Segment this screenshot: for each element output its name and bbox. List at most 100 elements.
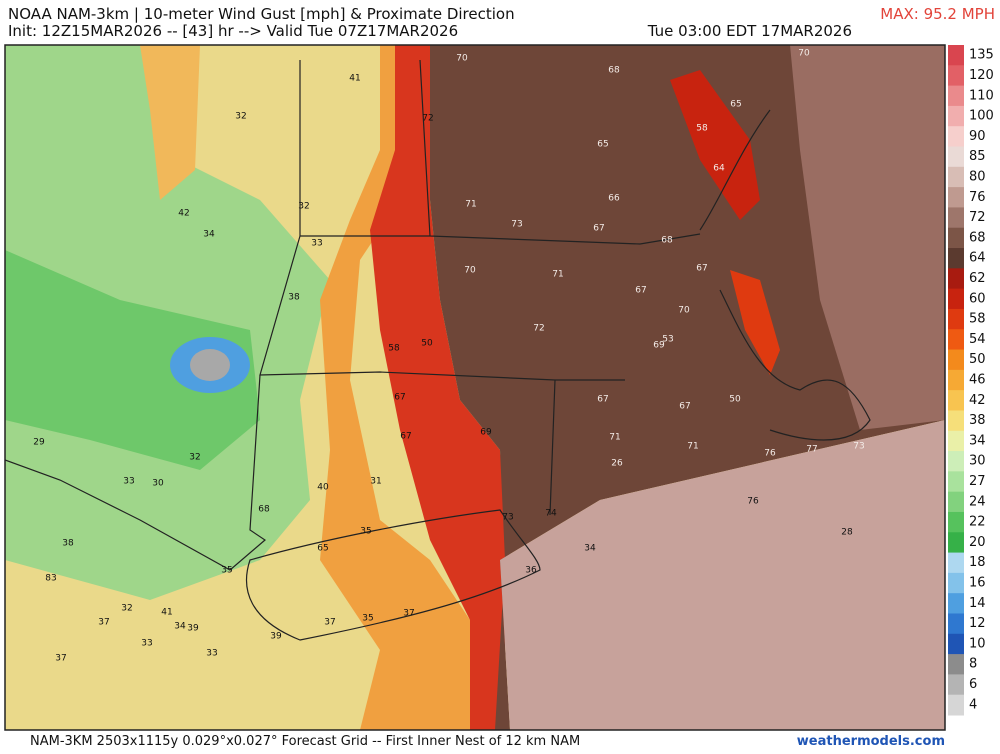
map-value-label: 73 — [502, 513, 513, 523]
gust-area-darkgreen — [5, 250, 260, 470]
colorbar-label: 68 — [969, 230, 986, 245]
map-value-label: 69 — [653, 341, 665, 351]
map-value-label: 33 — [141, 639, 152, 649]
colorbar-swatch — [948, 694, 964, 716]
map-value-label: 50 — [421, 339, 433, 349]
map-value-label: 37 — [55, 654, 66, 664]
colorbar-label: 18 — [969, 555, 986, 570]
map-value-label: 72 — [422, 114, 433, 124]
map-value-label: 37 — [98, 618, 109, 628]
colorbar-swatch — [948, 126, 964, 148]
map-value-label: 76 — [747, 497, 759, 507]
map-value-label: 67 — [400, 432, 411, 442]
colorbar-label: 12 — [969, 616, 986, 631]
map-value-label: 31 — [370, 477, 381, 487]
map-value-label: 35 — [362, 614, 373, 624]
colorbar-label: 110 — [969, 88, 994, 103]
gust-area-red — [370, 45, 510, 730]
colorbar-label: 30 — [969, 454, 986, 469]
map-value-label: 70 — [798, 49, 810, 59]
map-value-label: 32 — [121, 604, 132, 614]
map-value-label: 30 — [152, 479, 164, 489]
colorbar-label: 27 — [969, 474, 986, 489]
colorbar-swatch — [948, 146, 964, 168]
colorbar-swatch — [948, 552, 964, 574]
colorbar-label: 46 — [969, 373, 986, 388]
map-value-label: 37 — [403, 609, 414, 619]
map-value-label: 68 — [258, 505, 270, 515]
colorbar-swatch — [948, 248, 964, 269]
map-value-label: 41 — [161, 608, 172, 618]
colorbar-swatch — [948, 613, 964, 635]
map-value-label: 34 — [174, 622, 186, 632]
map-value-label: 37 — [324, 618, 335, 628]
map-value-label: 73 — [511, 220, 522, 230]
map-value-label: 74 — [545, 509, 557, 519]
map-frame — [4, 44, 946, 731]
colorbar-label: 90 — [969, 129, 986, 144]
map-value-label: 38 — [288, 293, 300, 303]
colorbar-label: 80 — [969, 169, 986, 184]
colorbar-swatch — [948, 268, 964, 290]
gust-area-orange-north — [140, 45, 200, 200]
colorbar-label: 24 — [969, 494, 986, 509]
map-value-label: 70 — [464, 266, 476, 276]
colorbar-swatch — [948, 166, 964, 188]
colorbar-swatch — [948, 572, 964, 594]
map-value-label: 83 — [45, 574, 56, 584]
colorbar-swatch — [948, 227, 964, 249]
colorbar-label: 4 — [969, 697, 977, 712]
map-labels: 41 32 32 42 34 33 38 70 72 68 70 65 58 65 64 71 73 66 67 68… — [33, 49, 864, 664]
colorbar-label: 38 — [969, 413, 986, 428]
map-value-label: 68 — [608, 66, 620, 76]
colorbar-label: 14 — [969, 596, 986, 611]
colorbar-swatch — [948, 207, 964, 229]
colorbar-label: 42 — [969, 393, 986, 408]
colorbar-swatch — [948, 451, 964, 472]
map-value-label: 41 — [349, 74, 360, 84]
map-value-label: 72 — [533, 324, 544, 334]
map-value-label: 71 — [465, 200, 476, 210]
map-value-label: 58 — [696, 124, 708, 134]
colorbar-swatch — [948, 349, 964, 371]
map-value-label: 70 — [678, 306, 690, 316]
colorbar-swatch — [948, 593, 964, 614]
map-value-label: 58 — [388, 344, 400, 354]
state-borders — [5, 59, 871, 641]
map-value-label: 65 — [597, 140, 608, 150]
colorbar-swatch — [948, 410, 964, 432]
map-value-label: 53 — [662, 335, 673, 345]
gust-area-red-cape — [730, 270, 780, 375]
map-value-label: 33 — [123, 477, 134, 487]
colorbar-label: 72 — [969, 210, 986, 225]
map-value-label: 33 — [311, 239, 322, 249]
map-value-label: 65 — [317, 544, 328, 554]
map-value-label: 32 — [298, 202, 309, 212]
colorbar-label: 22 — [969, 515, 986, 530]
colorbar-label: 16 — [969, 576, 986, 591]
colorbar-label: 6 — [969, 677, 977, 692]
colorbar-swatch — [948, 45, 964, 66]
gust-area-gray — [190, 349, 230, 381]
valid-time: Tue 03:00 EDT 17MAR2026 — [647, 22, 852, 40]
map-value-label: 67 — [394, 393, 405, 403]
colorbar-swatch — [948, 430, 964, 452]
colorbar-label: 34 — [969, 433, 986, 448]
colorbar-label: 20 — [969, 535, 986, 550]
colorbar-swatch — [948, 654, 964, 675]
gust-area-orange — [320, 45, 490, 730]
map-value-label: 38 — [62, 539, 74, 549]
map-value-label: 67 — [679, 402, 690, 412]
colorbar-swatch — [948, 471, 964, 493]
footer-grid: NAM-3KM 2503x1115y 0.029°x0.027° Forecas… — [30, 734, 580, 749]
colorbar-label: 10 — [969, 636, 986, 651]
colorbar-swatch — [948, 633, 964, 655]
map-value-label: 71 — [687, 442, 698, 452]
colorbar-swatch — [948, 674, 964, 696]
map-value-label: 68 — [661, 236, 673, 246]
map-value-label: 35 — [221, 566, 232, 576]
colorbar: 1351201101009085807672686462605854504642… — [948, 45, 994, 716]
map-value-label: 35 — [360, 527, 371, 537]
colorbar-swatch — [948, 105, 964, 127]
